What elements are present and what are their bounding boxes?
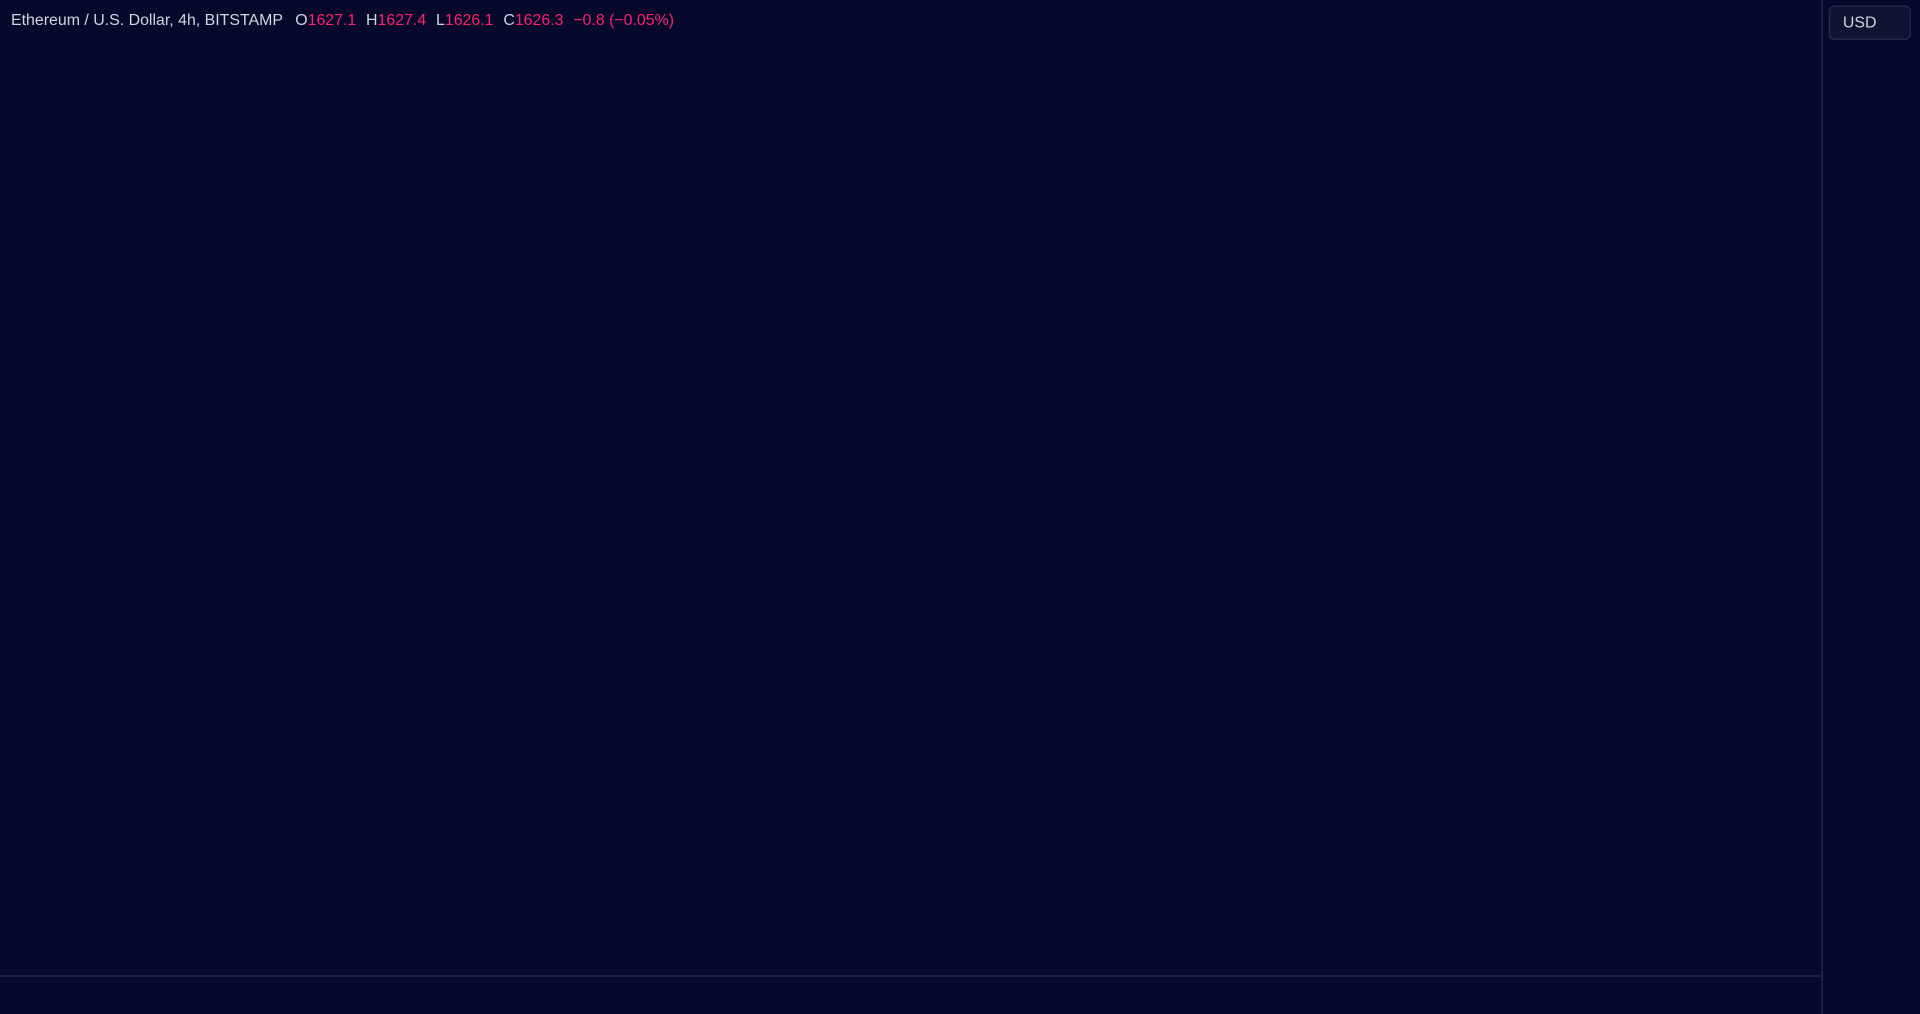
currency-button[interactable] (1828, 5, 1911, 40)
legend-value: 1626.3 (515, 12, 564, 29)
header: Ethereum / U.S. Dollar, 4h, BITSTAMP O162… (11, 12, 674, 29)
symbol-title: Ethereum / U.S. Dollar, 4h, BITSTAMP (11, 12, 283, 29)
legend-change: −0.8 (−0.05%) (573, 12, 674, 29)
legend-key: C (503, 12, 515, 29)
legend-value: 1627.4 (378, 12, 427, 29)
legend-key: H (366, 12, 378, 29)
legend-key: O (295, 12, 307, 29)
legend-value: 1626.1 (445, 12, 494, 29)
legend-value: 1627.1 (308, 12, 357, 29)
currency-label[interactable]: USD (1843, 15, 1877, 32)
legend-key: L (436, 12, 445, 29)
